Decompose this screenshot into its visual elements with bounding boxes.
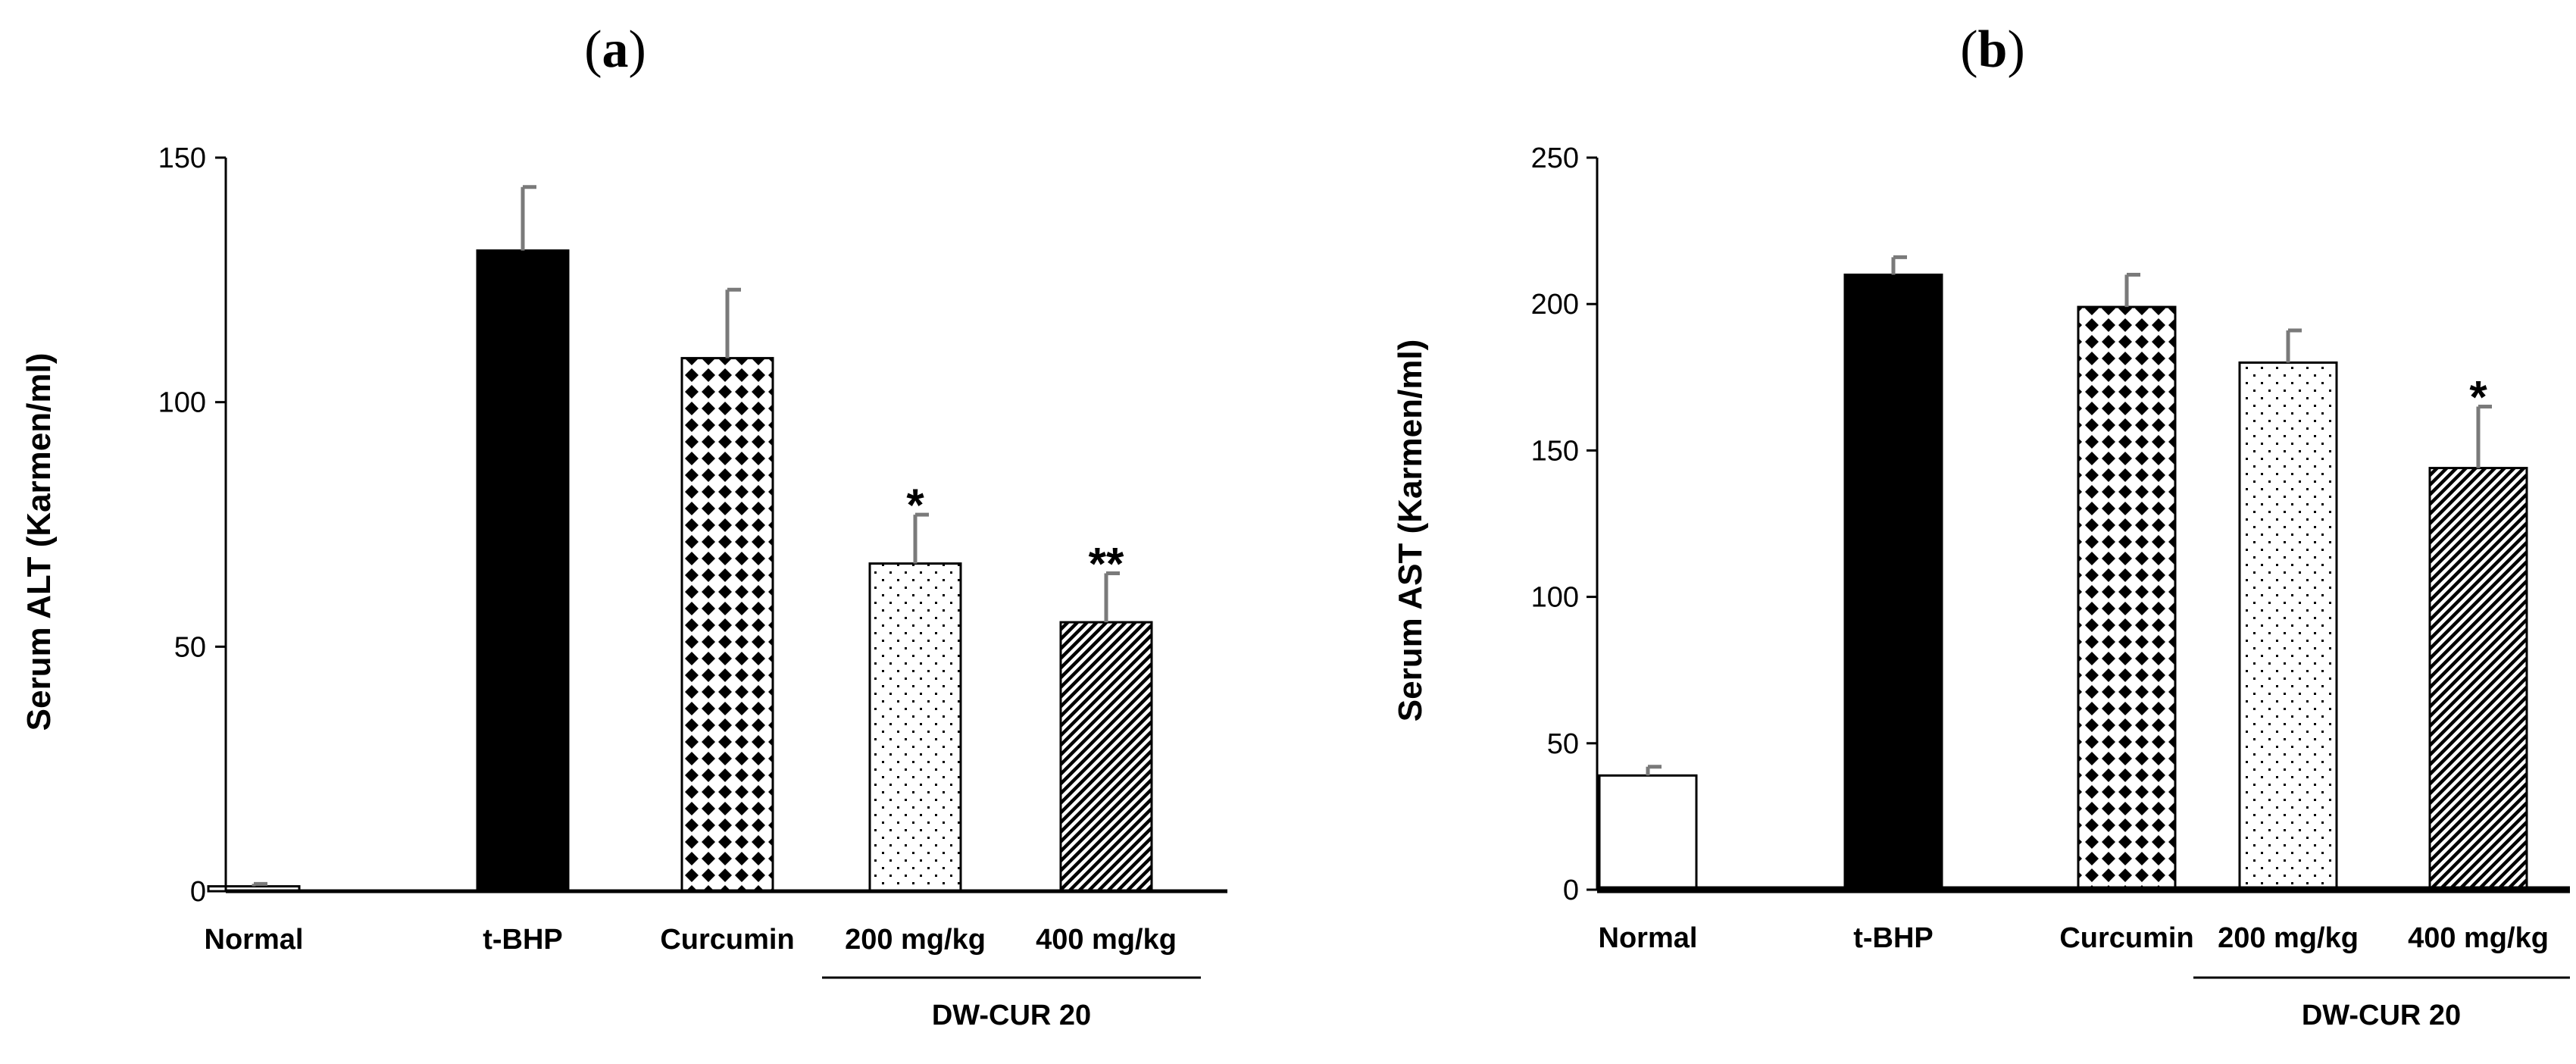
bar-200-mg-kg (868, 562, 962, 893)
bar-t-bhp (476, 249, 570, 893)
bar-t-bhp (1843, 274, 1943, 891)
y-tick-label: 50 (174, 631, 206, 663)
significance-marker: * (2469, 371, 2487, 422)
x-tick-label: 200 mg/kg (845, 924, 986, 956)
x-tick-label: Curcumin (660, 924, 794, 956)
bar-400-mg-kg (1059, 621, 1153, 893)
panel-b-y-ticks: 0 50 100 150 200 250 (1531, 142, 1597, 906)
significance-marker: ** (1089, 539, 1124, 590)
panel-b-x-tick-labels: Normal t-BHP Curcumin 200 mg/kg 400 mg/kg (1599, 922, 2549, 954)
panel-b-ast-chart: (b) Serum AST (Karmen/ml) 0 50 100 150 200 25… (1392, 20, 2570, 1031)
x-tick-label: t-BHP (1853, 922, 1934, 954)
panel-b-bars: * (1598, 255, 2528, 891)
panel-a-x-tick-labels: Normal t-BHP Curcumin 200 mg/kg 400 mg/kg (205, 924, 1177, 956)
panel-a-y-axis-label: Serum ALT (Karmen/ml) (20, 353, 58, 731)
y-tick-label: 150 (158, 142, 206, 174)
bar-200-mg-kg (2238, 361, 2338, 891)
bar-curcumin (2077, 305, 2177, 891)
panel-b-title: (b) (1960, 20, 2025, 79)
x-tick-label: t-BHP (483, 924, 563, 956)
panel-b-axes (1596, 158, 2570, 893)
y-tick-label: 100 (1531, 582, 1579, 614)
y-tick-label: 200 (1531, 289, 1579, 321)
panel-a-y-ticks: 0 50 100 150 (158, 142, 226, 908)
x-tick-label: Normal (1599, 922, 1698, 954)
y-tick-label: 0 (1563, 875, 1579, 906)
x-tick-label: 200 mg/kg (2218, 922, 2359, 954)
panel-b-group-label: DW-CUR 20 (2302, 1000, 2461, 1031)
x-tick-label: 400 mg/kg (2408, 922, 2549, 954)
y-tick-label: 0 (190, 876, 206, 908)
panel-a-title: (a) (584, 20, 646, 79)
y-tick-label: 100 (158, 387, 206, 419)
bar-400-mg-kg (2428, 467, 2528, 891)
x-tick-label: 400 mg/kg (1036, 924, 1177, 956)
significance-marker: * (906, 480, 924, 530)
y-tick-label: 50 (1547, 728, 1579, 760)
x-tick-label: Normal (205, 924, 304, 956)
x-tick-label: Curcumin (2059, 922, 2193, 954)
panel-b-y-axis-label: Serum AST (Karmen/ml) (1392, 340, 1429, 721)
panel-a-axes (224, 158, 1227, 893)
y-tick-label: 150 (1531, 435, 1579, 467)
panel-a-bars: *** (207, 185, 1153, 893)
y-tick-label: 250 (1531, 142, 1579, 174)
bar-normal (1598, 774, 1698, 891)
bar-curcumin (680, 357, 774, 893)
panel-a-group-label: DW-CUR 20 (932, 1000, 1091, 1031)
